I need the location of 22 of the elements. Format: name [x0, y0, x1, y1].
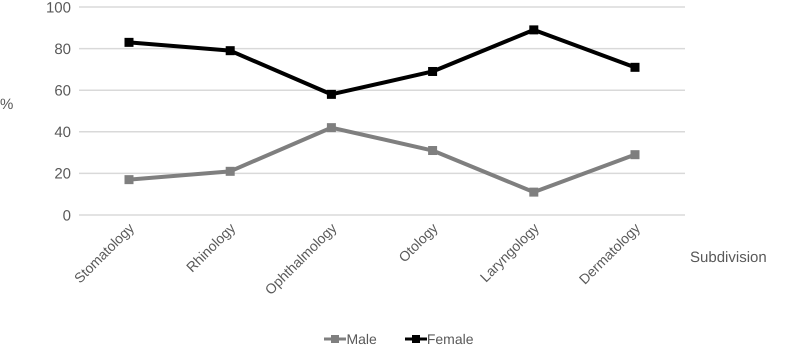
point [428, 146, 438, 156]
y-tick-label: 100 [46, 0, 71, 16]
x-axis-title: Subdivision [690, 249, 767, 266]
point [428, 66, 438, 76]
point [226, 166, 235, 176]
point [326, 90, 336, 99]
y-tick-label: 0 [62, 207, 71, 224]
y-tick-label: 20 [54, 166, 71, 183]
point [326, 123, 336, 132]
y-tick-label: 60 [54, 82, 71, 100]
point [630, 62, 640, 72]
point [226, 46, 235, 56]
point [529, 188, 538, 197]
point [529, 25, 538, 34]
point [630, 150, 640, 160]
y-tick-label: 80 [54, 40, 71, 58]
point [124, 175, 134, 184]
legend-label: Female [426, 331, 474, 347]
point [124, 38, 134, 47]
y-axis-title: % [0, 96, 14, 113]
legend-label: Male [346, 331, 377, 347]
y-tick-label: 40 [54, 124, 71, 142]
